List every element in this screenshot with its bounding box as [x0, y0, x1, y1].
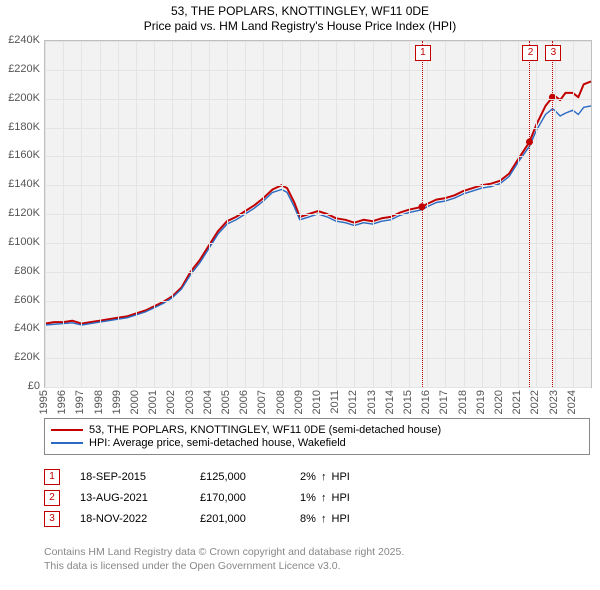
x-axis-tick: 2024 — [566, 390, 578, 414]
sale-row: 2 13-AUG-2021 £170,000 1% HPI — [44, 490, 590, 506]
sale-marker-3: 3 — [545, 45, 561, 61]
y-axis-tick: £40K — [14, 322, 40, 334]
legend-swatch — [51, 429, 83, 431]
sale-diff: 8% HPI — [300, 513, 380, 525]
x-axis-tick: 1997 — [74, 390, 86, 414]
y-axis-tick: £220K — [8, 63, 40, 75]
y-axis-tick: £160K — [8, 149, 40, 161]
sale-date: 18-NOV-2022 — [80, 513, 180, 525]
chart-legend: 53, THE POPLARS, KNOTTINGLEY, WF11 0DE (… — [44, 418, 590, 455]
x-axis-tick: 2021 — [511, 390, 523, 414]
y-axis-tick: £100K — [8, 236, 40, 248]
y-axis-tick: £60K — [14, 294, 40, 306]
y-axis-tick: £200K — [8, 92, 40, 104]
x-axis-tick: 2001 — [147, 390, 159, 414]
chart-subtitle: Price paid vs. HM Land Registry's House … — [0, 19, 600, 34]
legend-label: 53, THE POPLARS, KNOTTINGLEY, WF11 0DE (… — [89, 424, 441, 436]
x-axis-tick: 2013 — [366, 390, 378, 414]
sale-marker-2: 2 — [522, 45, 538, 61]
sale-row: 1 18-SEP-2015 £125,000 2% HPI — [44, 469, 590, 485]
x-axis-tick: 2003 — [184, 390, 196, 414]
y-axis-tick: £180K — [8, 121, 40, 133]
x-axis-tick: 2002 — [165, 390, 177, 414]
x-axis-tick: 2008 — [275, 390, 287, 414]
sale-date: 13-AUG-2021 — [80, 492, 180, 504]
x-axis-tick: 2006 — [238, 390, 250, 414]
attribution-line: This data is licensed under the Open Gov… — [44, 560, 590, 574]
chart-title: 53, THE POPLARS, KNOTTINGLEY, WF11 0DE — [0, 0, 600, 19]
x-axis-tick: 2015 — [402, 390, 414, 414]
x-axis-tick: 2012 — [347, 390, 359, 414]
legend-item: HPI: Average price, semi-detached house,… — [51, 437, 583, 449]
x-axis-tick: 2009 — [293, 390, 305, 414]
sale-diff: 2% HPI — [300, 471, 380, 483]
x-axis-tick: 2017 — [438, 390, 450, 414]
up-arrow-icon — [319, 492, 329, 504]
up-arrow-icon — [319, 513, 329, 525]
x-axis-tick: 1998 — [93, 390, 105, 414]
sale-price: £201,000 — [200, 513, 280, 525]
x-axis-tick: 2000 — [129, 390, 141, 414]
up-arrow-icon — [319, 471, 329, 483]
attribution-line: Contains HM Land Registry data © Crown c… — [44, 546, 590, 560]
x-axis-tick: 1996 — [56, 390, 68, 414]
chart-plot-area: 1 23 — [44, 40, 592, 388]
x-axis-tick: 2023 — [548, 390, 560, 414]
y-axis-tick: £80K — [14, 265, 40, 277]
x-axis-tick: 2007 — [256, 390, 268, 414]
x-axis-tick: 2010 — [311, 390, 323, 414]
sale-price: £170,000 — [200, 492, 280, 504]
x-axis-tick: 1995 — [38, 390, 50, 414]
x-axis-tick: 2020 — [493, 390, 505, 414]
sale-index-box: 1 — [44, 469, 60, 485]
x-axis-tick: 2004 — [202, 390, 214, 414]
x-axis-tick: 2011 — [329, 390, 341, 414]
y-axis-tick: £20K — [14, 351, 40, 363]
sale-row: 3 18-NOV-2022 £201,000 8% HPI — [44, 511, 590, 527]
sale-marker-1: 1 — [415, 45, 431, 61]
sale-index-box: 3 — [44, 511, 60, 527]
x-axis-tick: 2016 — [420, 390, 432, 414]
x-axis-tick: 2019 — [475, 390, 487, 414]
attribution-text: Contains HM Land Registry data © Crown c… — [44, 546, 590, 573]
x-axis-tick: 2018 — [457, 390, 469, 414]
y-axis-tick: £120K — [8, 207, 40, 219]
y-axis-tick: £240K — [8, 34, 40, 46]
legend-item: 53, THE POPLARS, KNOTTINGLEY, WF11 0DE (… — [51, 424, 583, 436]
sale-index-box: 2 — [44, 490, 60, 506]
y-axis-tick: £140K — [8, 178, 40, 190]
x-axis-tick: 1999 — [111, 390, 123, 414]
sale-date: 18-SEP-2015 — [80, 471, 180, 483]
sale-diff: 1% HPI — [300, 492, 380, 504]
sale-price: £125,000 — [200, 471, 280, 483]
sales-table: 1 18-SEP-2015 £125,000 2% HPI 2 13-AUG-2021 £1… — [44, 464, 590, 532]
legend-swatch — [51, 442, 83, 444]
x-axis-tick: 2014 — [384, 390, 396, 414]
legend-label: HPI: Average price, semi-detached house,… — [89, 437, 346, 449]
x-axis-tick: 2005 — [220, 390, 232, 414]
x-axis-tick: 2022 — [529, 390, 541, 414]
